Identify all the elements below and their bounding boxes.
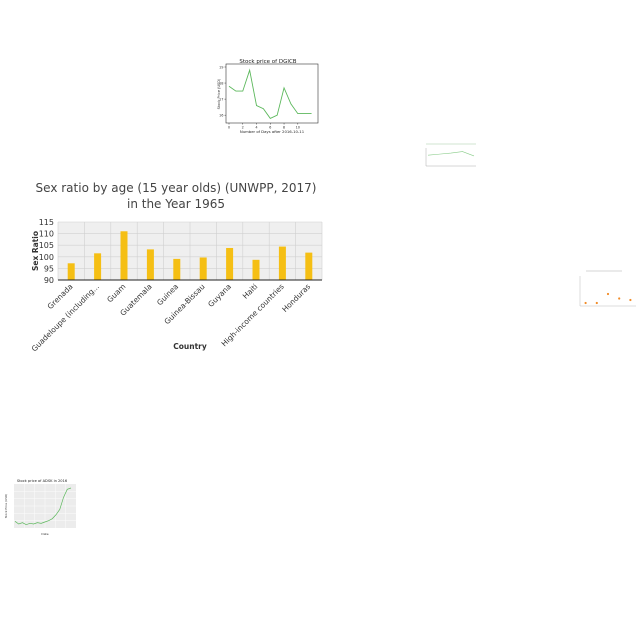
bar — [173, 258, 181, 280]
chart-subtitle: in the Year 1965 — [127, 197, 225, 211]
x-axis-label: Country — [173, 342, 207, 351]
chart-title: Sex ratio by age (15 year olds) (UNWPP, … — [36, 181, 317, 195]
bar — [278, 246, 286, 280]
y-tick-label: 100 — [39, 253, 54, 262]
chart-thumbnail-line — [420, 142, 480, 174]
plot-marks — [584, 292, 632, 305]
y-tick-label: 18 — [219, 81, 223, 85]
bar — [67, 263, 75, 280]
bar — [94, 253, 102, 280]
plot-marks — [427, 151, 475, 157]
bar — [199, 257, 207, 280]
chart-sex-ratio: Sex ratio by age (15 year olds) (UNWPP, … — [30, 178, 330, 353]
scatter-point — [606, 292, 610, 296]
y-tick-label: 115 — [39, 218, 54, 227]
x-tick-label: 6 — [269, 126, 271, 130]
chart-adsk-svg: Stock price of ADSK in 2016 Date Stock P… — [4, 479, 76, 536]
plot-marks: 16 17 18 19 0 2 4 6 8 10 — [219, 65, 312, 130]
x-tick-label: Haiti — [241, 282, 260, 301]
x-tick-label: 8 — [283, 126, 285, 130]
series-line — [228, 68, 312, 119]
y-tick-label: 105 — [39, 241, 54, 250]
y-tick-label: 110 — [39, 230, 54, 239]
chart-thumbnail-scatter — [566, 268, 638, 316]
x-tick-label: 4 — [255, 126, 258, 130]
chart-dgicb-svg: Stock price of DGICB 16 17 18 19 0 2 4 6 8 10 Num… — [217, 59, 319, 134]
bar — [146, 249, 154, 280]
bar — [120, 231, 128, 280]
y-tick-label: 19 — [219, 65, 223, 69]
chart-thumbnail-scatter-svg — [579, 270, 636, 307]
plot-frame — [225, 63, 319, 124]
scatter-point — [629, 298, 632, 302]
x-tick-label: 10 — [296, 126, 300, 130]
bar — [226, 247, 234, 280]
chart-sex-ratio-svg: Sex ratio by age (15 year olds) (UNWPP, … — [30, 181, 323, 353]
x-tick-label: Honduras — [280, 282, 312, 314]
x-tick-label: Guyana — [206, 282, 233, 309]
y-axis-label: Sex Ratio — [31, 231, 40, 271]
x-tick-label: 0 — [228, 126, 230, 130]
scatter-point — [618, 297, 621, 300]
bar — [252, 259, 260, 280]
thumb-header-band — [586, 270, 622, 272]
y-tick-label: 16 — [219, 113, 223, 117]
bar — [305, 252, 313, 280]
chart-adsk-stock: Stock price of ADSK in 2016 Date Stock P… — [2, 476, 78, 536]
scatter-point — [584, 301, 587, 305]
x-tick-label: Guinea — [155, 282, 180, 307]
y-tick-label: 90 — [44, 276, 54, 285]
x-axis-label: Number of Days after 2016-10-11 — [240, 129, 305, 134]
chart-dgicb-stock: Stock price of DGICB 16 17 18 19 0 2 4 6 8 10 Num… — [212, 54, 324, 134]
chart-title: Stock price of ADSK in 2016 — [17, 479, 68, 483]
y-tick-label: 17 — [219, 97, 223, 101]
y-axis-label: Stock Price (USD) — [4, 494, 8, 519]
series-line — [427, 151, 475, 157]
x-axis-label: Date — [41, 532, 48, 536]
chart-title: Stock price of DGICB — [239, 59, 296, 65]
x-tick-label: 2 — [242, 126, 244, 130]
scatter-point — [595, 301, 598, 305]
thumb-header-band — [426, 143, 476, 145]
plot-marks — [14, 484, 76, 528]
y-axis-label: Stock Price (USD) — [217, 78, 221, 109]
series-line — [14, 487, 72, 526]
x-tick-label: Guam — [105, 282, 127, 304]
chart-thumbnail-line-svg — [425, 143, 476, 167]
y-tick-label: 95 — [44, 264, 54, 273]
